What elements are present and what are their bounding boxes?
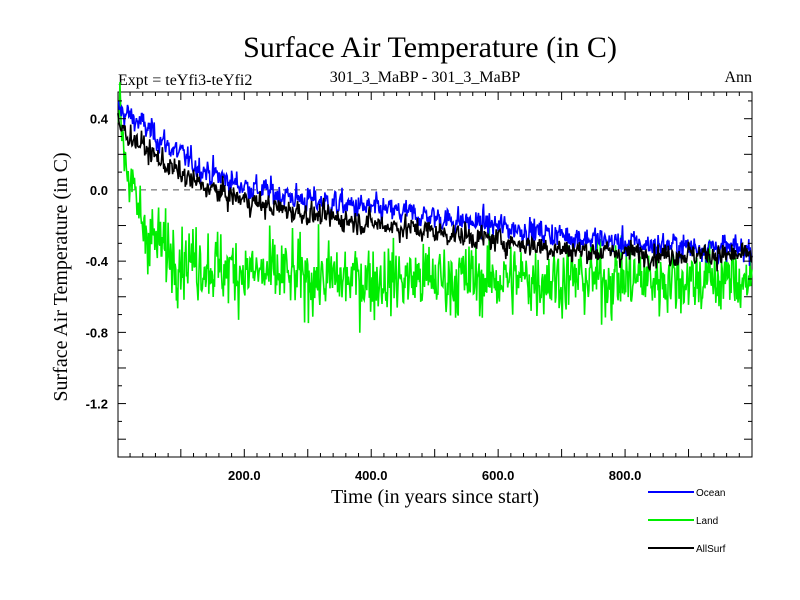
chart-subtitle-center: 301_3_MaBP - 301_3_MaBP (330, 69, 521, 86)
legend: Ocean Land AllSurf (648, 488, 726, 555)
x-tick-label: 200.0 (228, 468, 261, 483)
series-line-ocean (117, 100, 753, 266)
series-line-land (117, 82, 753, 333)
x-axis-label: Time (in years since start) (331, 486, 539, 508)
chart-title: Surface Air Temperature (in C) (243, 31, 617, 64)
y-tick-label: -0.8 (86, 325, 108, 340)
legend-label-allsurf: AllSurf (696, 544, 726, 555)
x-tick-label: 600.0 (482, 468, 515, 483)
x-tick-label: 800.0 (609, 468, 642, 483)
legend-label-land: Land (696, 516, 718, 527)
chart-subtitle-right: Ann (724, 69, 752, 86)
y-tick-label: -1.2 (86, 397, 108, 412)
legend-label-ocean: Ocean (696, 488, 725, 499)
y-tick-label: 0.0 (90, 183, 108, 198)
series-line-allsurf (117, 113, 753, 272)
y-axis-label: Surface Air Temperature (in C) (50, 152, 72, 401)
x-tick-label: 400.0 (355, 468, 388, 483)
y-tick-label: -0.4 (86, 254, 109, 269)
chart-subtitle-left: Expt = teYfi3-teYfi2 (118, 72, 252, 89)
plot-area: 200.0 400.0 600.0 800.0 0.4 0.0 -0.4 -0.8 -1.2 (86, 82, 753, 483)
y-tick-label: 0.4 (90, 112, 109, 127)
